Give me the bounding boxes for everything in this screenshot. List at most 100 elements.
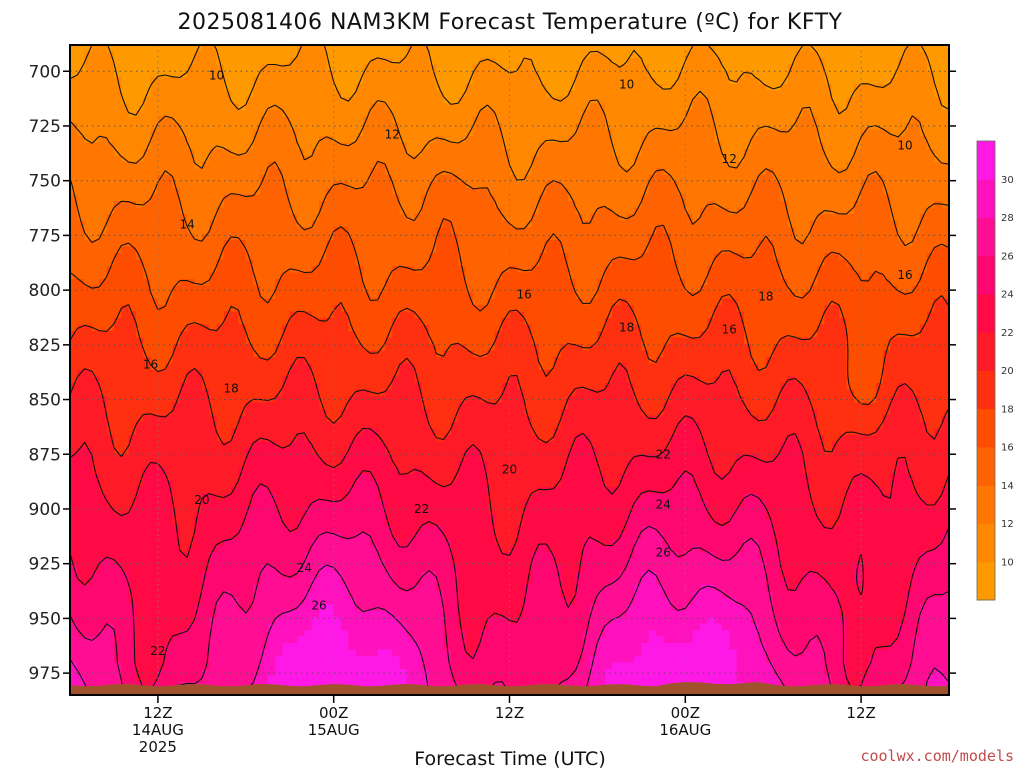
field-cell [524,279,533,287]
field-cell [612,97,620,105]
field-cell [817,175,826,183]
field-cell [150,149,159,157]
field-cell [941,298,949,306]
field-cell [670,116,679,124]
field-cell [663,123,672,131]
field-cell [494,207,503,215]
field-cell [919,110,928,118]
field-cell [260,58,269,66]
field-cell [231,58,240,66]
field-cell [758,266,767,274]
field-cell [597,305,606,313]
field-cell [458,181,467,189]
field-cell [663,149,672,157]
field-cell [450,116,459,124]
field-cell [612,129,620,137]
field-cell [494,240,503,248]
field-cell [831,253,840,261]
field-cell [436,207,445,215]
field-cell [194,155,203,163]
field-cell [941,240,949,248]
field-cell [311,207,320,215]
field-cell [341,246,349,254]
field-cell [590,155,598,163]
field-cell [787,77,796,85]
field-cell [494,181,503,189]
field-cell [201,123,210,131]
field-cell [289,162,298,170]
field-cell [341,311,349,319]
field-cell [91,129,100,137]
field-cell [516,201,525,209]
field-cell [736,110,745,118]
field-cell [326,90,335,98]
field-cell [546,162,555,170]
field-cell [428,272,437,280]
field-cell [187,77,196,85]
field-cell [677,181,686,189]
field-cell [546,292,555,300]
field-cell [472,168,481,176]
field-cell [172,103,181,111]
field-cell [927,123,935,131]
field-cell [590,201,598,209]
field-cell [267,155,276,163]
field-cell [634,90,642,98]
field-cell [809,298,818,306]
field-cell [670,214,679,222]
field-cell [209,253,218,261]
field-cell [809,162,818,170]
field-cell [106,272,115,280]
field-cell [568,285,577,293]
field-cell [656,220,664,228]
field-cell [275,103,284,111]
field-cell [509,136,518,144]
field-cell [692,149,701,157]
field-cell [714,142,723,150]
field-cell [406,259,415,267]
field-cell [817,207,826,215]
field-cell [84,129,93,137]
field-cell [465,279,474,287]
field-cell [604,123,613,131]
field-cell [582,233,591,241]
field-cell [113,194,122,202]
field-cell [275,240,284,248]
field-cell [692,142,701,150]
field-cell [99,103,108,111]
field-cell [399,292,408,300]
field-cell [868,201,877,209]
field-cell [890,90,899,98]
field-cell [831,149,840,157]
field-cell [685,266,694,274]
field-cell [773,298,782,306]
field-cell [575,220,584,228]
field-cell [487,220,496,228]
field-cell [289,214,298,222]
field-cell [509,233,518,241]
field-cell [326,227,335,235]
field-cell [326,194,335,202]
field-cell [538,253,547,261]
field-cell [194,175,203,183]
field-cell [787,220,796,228]
field-cell [333,220,342,228]
field-cell [348,90,357,98]
field-cell [319,272,327,280]
field-cell [348,266,357,274]
field-cell [875,272,884,280]
field-cell [765,45,774,53]
field-cell [245,272,254,280]
field-cell [795,220,804,228]
field-cell [209,214,218,222]
field-cell [487,123,496,131]
field-cell [509,97,518,105]
field-cell [150,194,159,202]
field-cell [319,64,327,72]
field-cell [568,90,577,98]
field-cell [480,311,489,319]
field-cell [421,64,430,72]
field-cell [458,129,467,137]
field-cell [77,214,86,222]
field-cell [128,253,137,261]
